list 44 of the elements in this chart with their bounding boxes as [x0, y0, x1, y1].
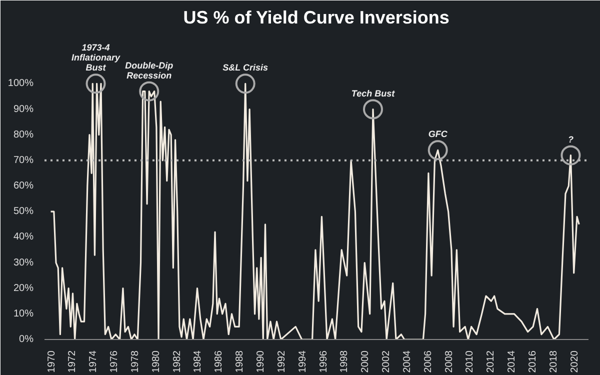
annotation: Tech Bust [351, 88, 396, 98]
annotation: ? [568, 134, 574, 144]
x-tick-label: 2010 [464, 350, 476, 373]
x-tick-label: 1996 [318, 350, 330, 373]
x-tick-label: 2006 [422, 350, 434, 373]
x-tick-label: 1994 [297, 350, 308, 373]
x-tick-label: 1988 [234, 350, 246, 373]
x-tick-label: 2004 [402, 350, 413, 373]
x-tick-label: 2014 [506, 350, 518, 373]
x-tick-label: 2020 [569, 350, 580, 373]
y-tick-label: 30% [13, 257, 34, 268]
x-tick-label: 2008 [444, 350, 455, 373]
y-tick-label: 20% [13, 282, 34, 294]
x-tick-label: 1992 [276, 350, 288, 373]
x-tick-label: 1990 [256, 350, 267, 373]
x-tick-label: 1986 [214, 350, 225, 373]
x-tick-label: 2018 [548, 350, 560, 373]
y-tick-label: 90% [13, 104, 34, 115]
x-tick-label: 1970 [46, 350, 58, 373]
x-tick-label: 2002 [381, 350, 392, 373]
y-tick-label: 60% [13, 180, 34, 192]
y-tick-label: 70% [13, 154, 34, 166]
x-tick-label: 1982 [172, 350, 183, 373]
x-tick-label: 1978 [130, 350, 141, 373]
x-tick-label: 1974 [88, 350, 100, 373]
y-tick-label: 80% [13, 129, 34, 140]
annotation: GFC [428, 129, 448, 140]
y-tick-label: 0% [19, 334, 34, 345]
x-tick-label: 1976 [109, 350, 120, 373]
x-tick-label: 1984 [192, 350, 204, 373]
x-tick-label: 1998 [339, 350, 350, 373]
y-tick-label: 40% [13, 232, 34, 243]
y-tick-label: 10% [13, 308, 34, 320]
annotation: 1973-4 Inflationary Bust [72, 42, 122, 73]
chart-title: US % of Yield Curve Inversions [183, 8, 450, 28]
y-tick-label: 100% [8, 78, 34, 90]
x-tick-label: 2012 [486, 350, 497, 373]
x-tick-label: 1972 [67, 350, 78, 373]
annotation: S&L Crisis [222, 62, 268, 73]
x-tick-label: 1980 [150, 350, 162, 373]
x-tick-label: 2000 [360, 350, 372, 373]
annotation: Double-Dip Recession [125, 60, 174, 80]
y-tick-label: 50% [13, 206, 34, 218]
x-tick-label: 2016 [528, 350, 539, 373]
